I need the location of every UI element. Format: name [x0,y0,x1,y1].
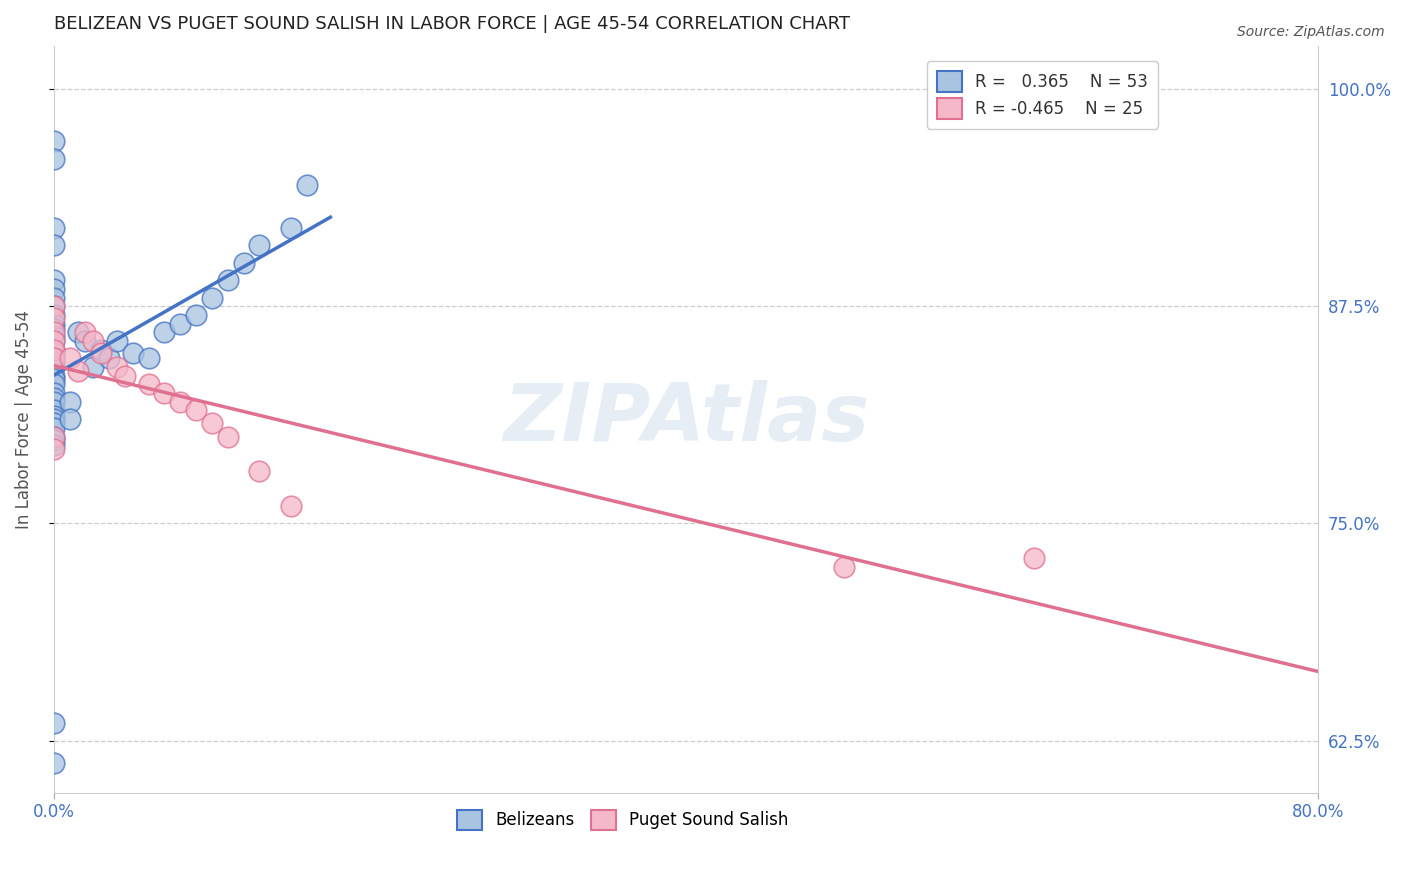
Point [59,394,82,409]
Point [75,326,97,340]
Point [42,403,65,417]
Point [42,716,65,731]
Point [184,308,207,322]
Point [42,368,65,383]
Point [42,152,65,166]
Point [59,412,82,426]
Point [42,429,65,443]
Legend: Belizeans, Puget Sound Salish: Belizeans, Puget Sound Salish [450,803,796,837]
Point [42,326,65,340]
Point [153,386,176,401]
Point [42,282,65,296]
Point [66,326,89,340]
Text: Source: ZipAtlas.com: Source: ZipAtlas.com [1237,25,1385,39]
Text: BELIZEAN VS PUGET SOUND SALISH IN LABOR FORCE | AGE 45-54 CORRELATION CHART: BELIZEAN VS PUGET SOUND SALISH IN LABOR … [53,15,849,33]
Point [121,346,143,360]
Point [42,433,65,447]
Point [832,559,855,574]
Point [232,256,254,270]
Point [280,499,302,513]
Point [247,238,270,252]
Point [42,221,65,235]
Point [66,363,89,377]
Point [138,377,160,392]
Point [114,368,136,383]
Point [138,351,160,366]
Point [1022,551,1045,566]
Point [42,438,65,452]
Point [169,317,191,331]
Point [82,359,104,374]
Point [42,416,65,430]
Point [42,317,65,331]
Point [201,291,224,305]
Point [42,322,65,336]
Point [42,377,65,392]
Point [42,355,65,369]
Point [42,343,65,357]
Point [42,359,65,374]
Point [42,346,65,360]
Point [217,273,239,287]
Point [42,421,65,435]
Point [42,273,65,287]
Point [42,394,65,409]
Point [280,221,302,235]
Point [217,429,239,443]
Point [42,299,65,313]
Point [42,351,65,366]
Point [42,409,65,423]
Point [42,328,65,343]
Point [42,334,65,348]
Point [42,372,65,386]
Point [82,334,104,348]
Text: ZIPAtlas: ZIPAtlas [503,380,869,458]
Point [169,394,191,409]
Point [184,403,207,417]
Point [75,334,97,348]
Point [42,386,65,401]
Point [90,346,112,360]
Point [201,416,224,430]
Point [42,756,65,771]
Point [42,291,65,305]
Point [42,429,65,443]
Point [42,238,65,252]
Point [98,351,121,366]
Point [42,308,65,322]
Point [42,392,65,406]
Point [42,134,65,148]
Point [295,178,318,192]
Point [153,326,176,340]
Point [105,334,128,348]
Point [105,359,128,374]
Point [42,351,65,366]
Point [90,343,112,357]
Point [59,351,82,366]
Point [42,343,65,357]
Point [42,299,65,313]
Point [42,442,65,456]
Y-axis label: In Labor Force | Age 45-54: In Labor Force | Age 45-54 [15,310,32,529]
Point [42,311,65,326]
Point [42,412,65,426]
Point [42,334,65,348]
Point [247,464,270,478]
